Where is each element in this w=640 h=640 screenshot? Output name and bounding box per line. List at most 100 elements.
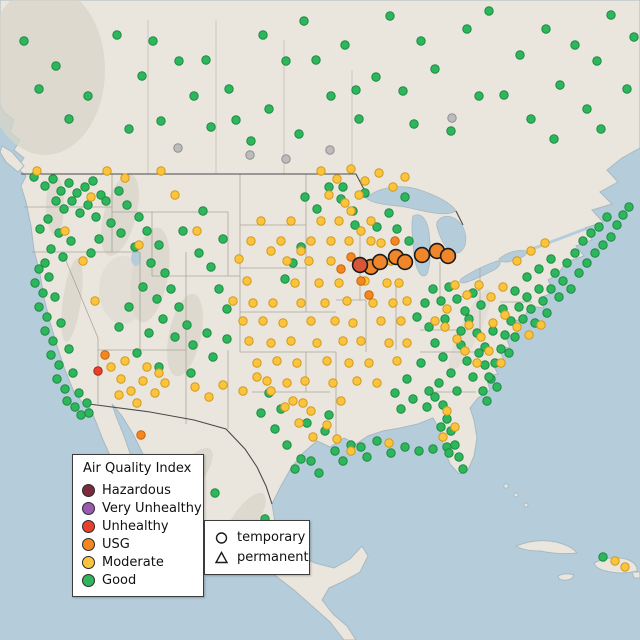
monitor-dot-moderate[interactable] <box>366 236 376 246</box>
monitor-dot-good[interactable] <box>534 264 544 274</box>
monitor-dot-moderate[interactable] <box>282 256 292 266</box>
monitor-dot-good[interactable] <box>114 186 124 196</box>
monitor-dot-good[interactable] <box>514 302 524 312</box>
monitor-dot-moderate[interactable] <box>342 296 352 306</box>
monitor-dot-good[interactable] <box>66 236 76 246</box>
monitor-dot-moderate[interactable] <box>452 334 462 344</box>
monitor-dot-moderate[interactable] <box>402 338 412 348</box>
monitor-dot-good[interactable] <box>194 248 204 258</box>
monitor-dot-good[interactable] <box>134 212 144 222</box>
monitor-dot-moderate[interactable] <box>486 292 496 302</box>
monitor-dot-good[interactable] <box>300 192 310 202</box>
monitor-dot-good[interactable] <box>256 408 266 418</box>
monitor-dot-good[interactable] <box>166 284 176 294</box>
monitor-dot-good[interactable] <box>258 30 268 40</box>
monitor-dot-moderate[interactable] <box>464 320 474 330</box>
monitor-dot-good[interactable] <box>294 129 304 139</box>
monitor-dot-good[interactable] <box>492 382 502 392</box>
monitor-dot-good[interactable] <box>299 16 309 26</box>
monitor-dot-good[interactable] <box>499 90 509 100</box>
monitor-dot-good[interactable] <box>534 284 544 294</box>
monitor-dot-moderate[interactable] <box>512 256 522 266</box>
monitor-dot-good[interactable] <box>408 394 418 404</box>
monitor-dot-good[interactable] <box>54 360 64 370</box>
monitor-dot-moderate[interactable] <box>272 356 282 366</box>
monitor-dot-moderate[interactable] <box>450 280 460 290</box>
monitor-dot-moderate[interactable] <box>282 378 292 388</box>
monitor-dot-moderate[interactable] <box>402 296 412 306</box>
monitor-dot-good[interactable] <box>602 212 612 222</box>
monitor-dot-good[interactable] <box>554 292 564 302</box>
monitor-dot-good[interactable] <box>456 326 466 336</box>
monitor-dot-good[interactable] <box>555 80 565 90</box>
monitor-dot-no-data[interactable] <box>281 154 291 164</box>
monitor-dot-moderate[interactable] <box>120 356 130 366</box>
monitor-dot-good[interactable] <box>170 332 180 342</box>
monitor-dot-good[interactable] <box>629 32 639 42</box>
monitor-dot-moderate[interactable] <box>102 166 112 176</box>
monitor-dot-good[interactable] <box>538 296 548 306</box>
monitor-dot-good[interactable] <box>186 368 196 378</box>
monitor-dot-good[interactable] <box>154 240 164 250</box>
monitor-dot-good[interactable] <box>450 440 460 450</box>
monitor-dot-moderate[interactable] <box>258 316 268 326</box>
monitor-dot-good[interactable] <box>340 40 350 50</box>
monitor-dot-moderate[interactable] <box>300 376 310 386</box>
monitor-dot-moderate[interactable] <box>126 386 136 396</box>
monitor-dot-moderate[interactable] <box>268 298 278 308</box>
monitor-dot-moderate[interactable] <box>320 298 330 308</box>
monitor-dot-good[interactable] <box>178 226 188 236</box>
monitor-dot-good[interactable] <box>612 220 622 230</box>
monitor-dot-moderate[interactable] <box>328 378 338 388</box>
monitor-dot-moderate[interactable] <box>314 278 324 288</box>
monitor-dot-good[interactable] <box>500 330 510 340</box>
monitor-dot-moderate[interactable] <box>396 316 406 326</box>
monitor-dot-good[interactable] <box>38 288 48 298</box>
monitor-dot-good[interactable] <box>206 262 216 272</box>
monitor-dot-good[interactable] <box>414 446 424 456</box>
monitor-dot-good[interactable] <box>122 200 132 210</box>
monitor-dot-good[interactable] <box>442 414 452 424</box>
monitor-dot-good[interactable] <box>74 388 84 398</box>
monitor-dot-good[interactable] <box>59 204 69 214</box>
monitor-dot-good[interactable] <box>324 182 334 192</box>
monitor-dot-moderate[interactable] <box>348 318 358 328</box>
monitor-dot-moderate[interactable] <box>382 278 392 288</box>
monitor-dot-good[interactable] <box>618 210 628 220</box>
monitor-dot-good[interactable] <box>156 116 166 126</box>
monitor-dot-usg-temporary[interactable] <box>413 246 431 264</box>
monitor-dot-moderate[interactable] <box>86 192 96 202</box>
monitor-dot-good[interactable] <box>400 192 410 202</box>
monitor-dot-good[interactable] <box>158 314 168 324</box>
monitor-dot-moderate[interactable] <box>252 358 262 368</box>
monitor-dot-moderate[interactable] <box>400 172 410 182</box>
monitor-dot-moderate[interactable] <box>278 318 288 328</box>
monitor-dot-good[interactable] <box>558 276 568 286</box>
monitor-dot-unhealthy-temporary[interactable] <box>351 256 369 274</box>
monitor-dot-good[interactable] <box>430 64 440 74</box>
monitor-dot-good[interactable] <box>372 436 382 446</box>
monitor-dot-good[interactable] <box>218 234 228 244</box>
monitor-dot-good[interactable] <box>132 348 142 358</box>
monitor-dot-moderate[interactable] <box>388 182 398 192</box>
monitor-dot-usg[interactable] <box>356 276 366 286</box>
monitor-dot-no-data[interactable] <box>245 150 255 160</box>
monitor-dot-moderate[interactable] <box>324 190 334 200</box>
monitor-dot-good[interactable] <box>458 464 468 474</box>
monitor-dot-good[interactable] <box>592 56 602 66</box>
monitor-dot-good[interactable] <box>409 119 419 129</box>
monitor-dot-usg[interactable] <box>364 290 374 300</box>
monitor-dot-no-data[interactable] <box>447 113 457 123</box>
monitor-dot-moderate[interactable] <box>332 174 342 184</box>
monitor-dot-moderate[interactable] <box>304 256 314 266</box>
monitor-dot-good[interactable] <box>82 398 92 408</box>
monitor-dot-good[interactable] <box>70 402 80 412</box>
monitor-dot-good[interactable] <box>454 452 464 462</box>
monitor-dot-good[interactable] <box>44 272 54 282</box>
monitor-dot-good[interactable] <box>468 372 478 382</box>
monitor-dot-moderate[interactable] <box>462 290 472 300</box>
monitor-dot-moderate[interactable] <box>512 322 522 332</box>
monitor-dot-moderate[interactable] <box>338 336 348 346</box>
monitor-dot-moderate[interactable] <box>326 236 336 246</box>
monitor-dot-moderate[interactable] <box>234 254 244 264</box>
